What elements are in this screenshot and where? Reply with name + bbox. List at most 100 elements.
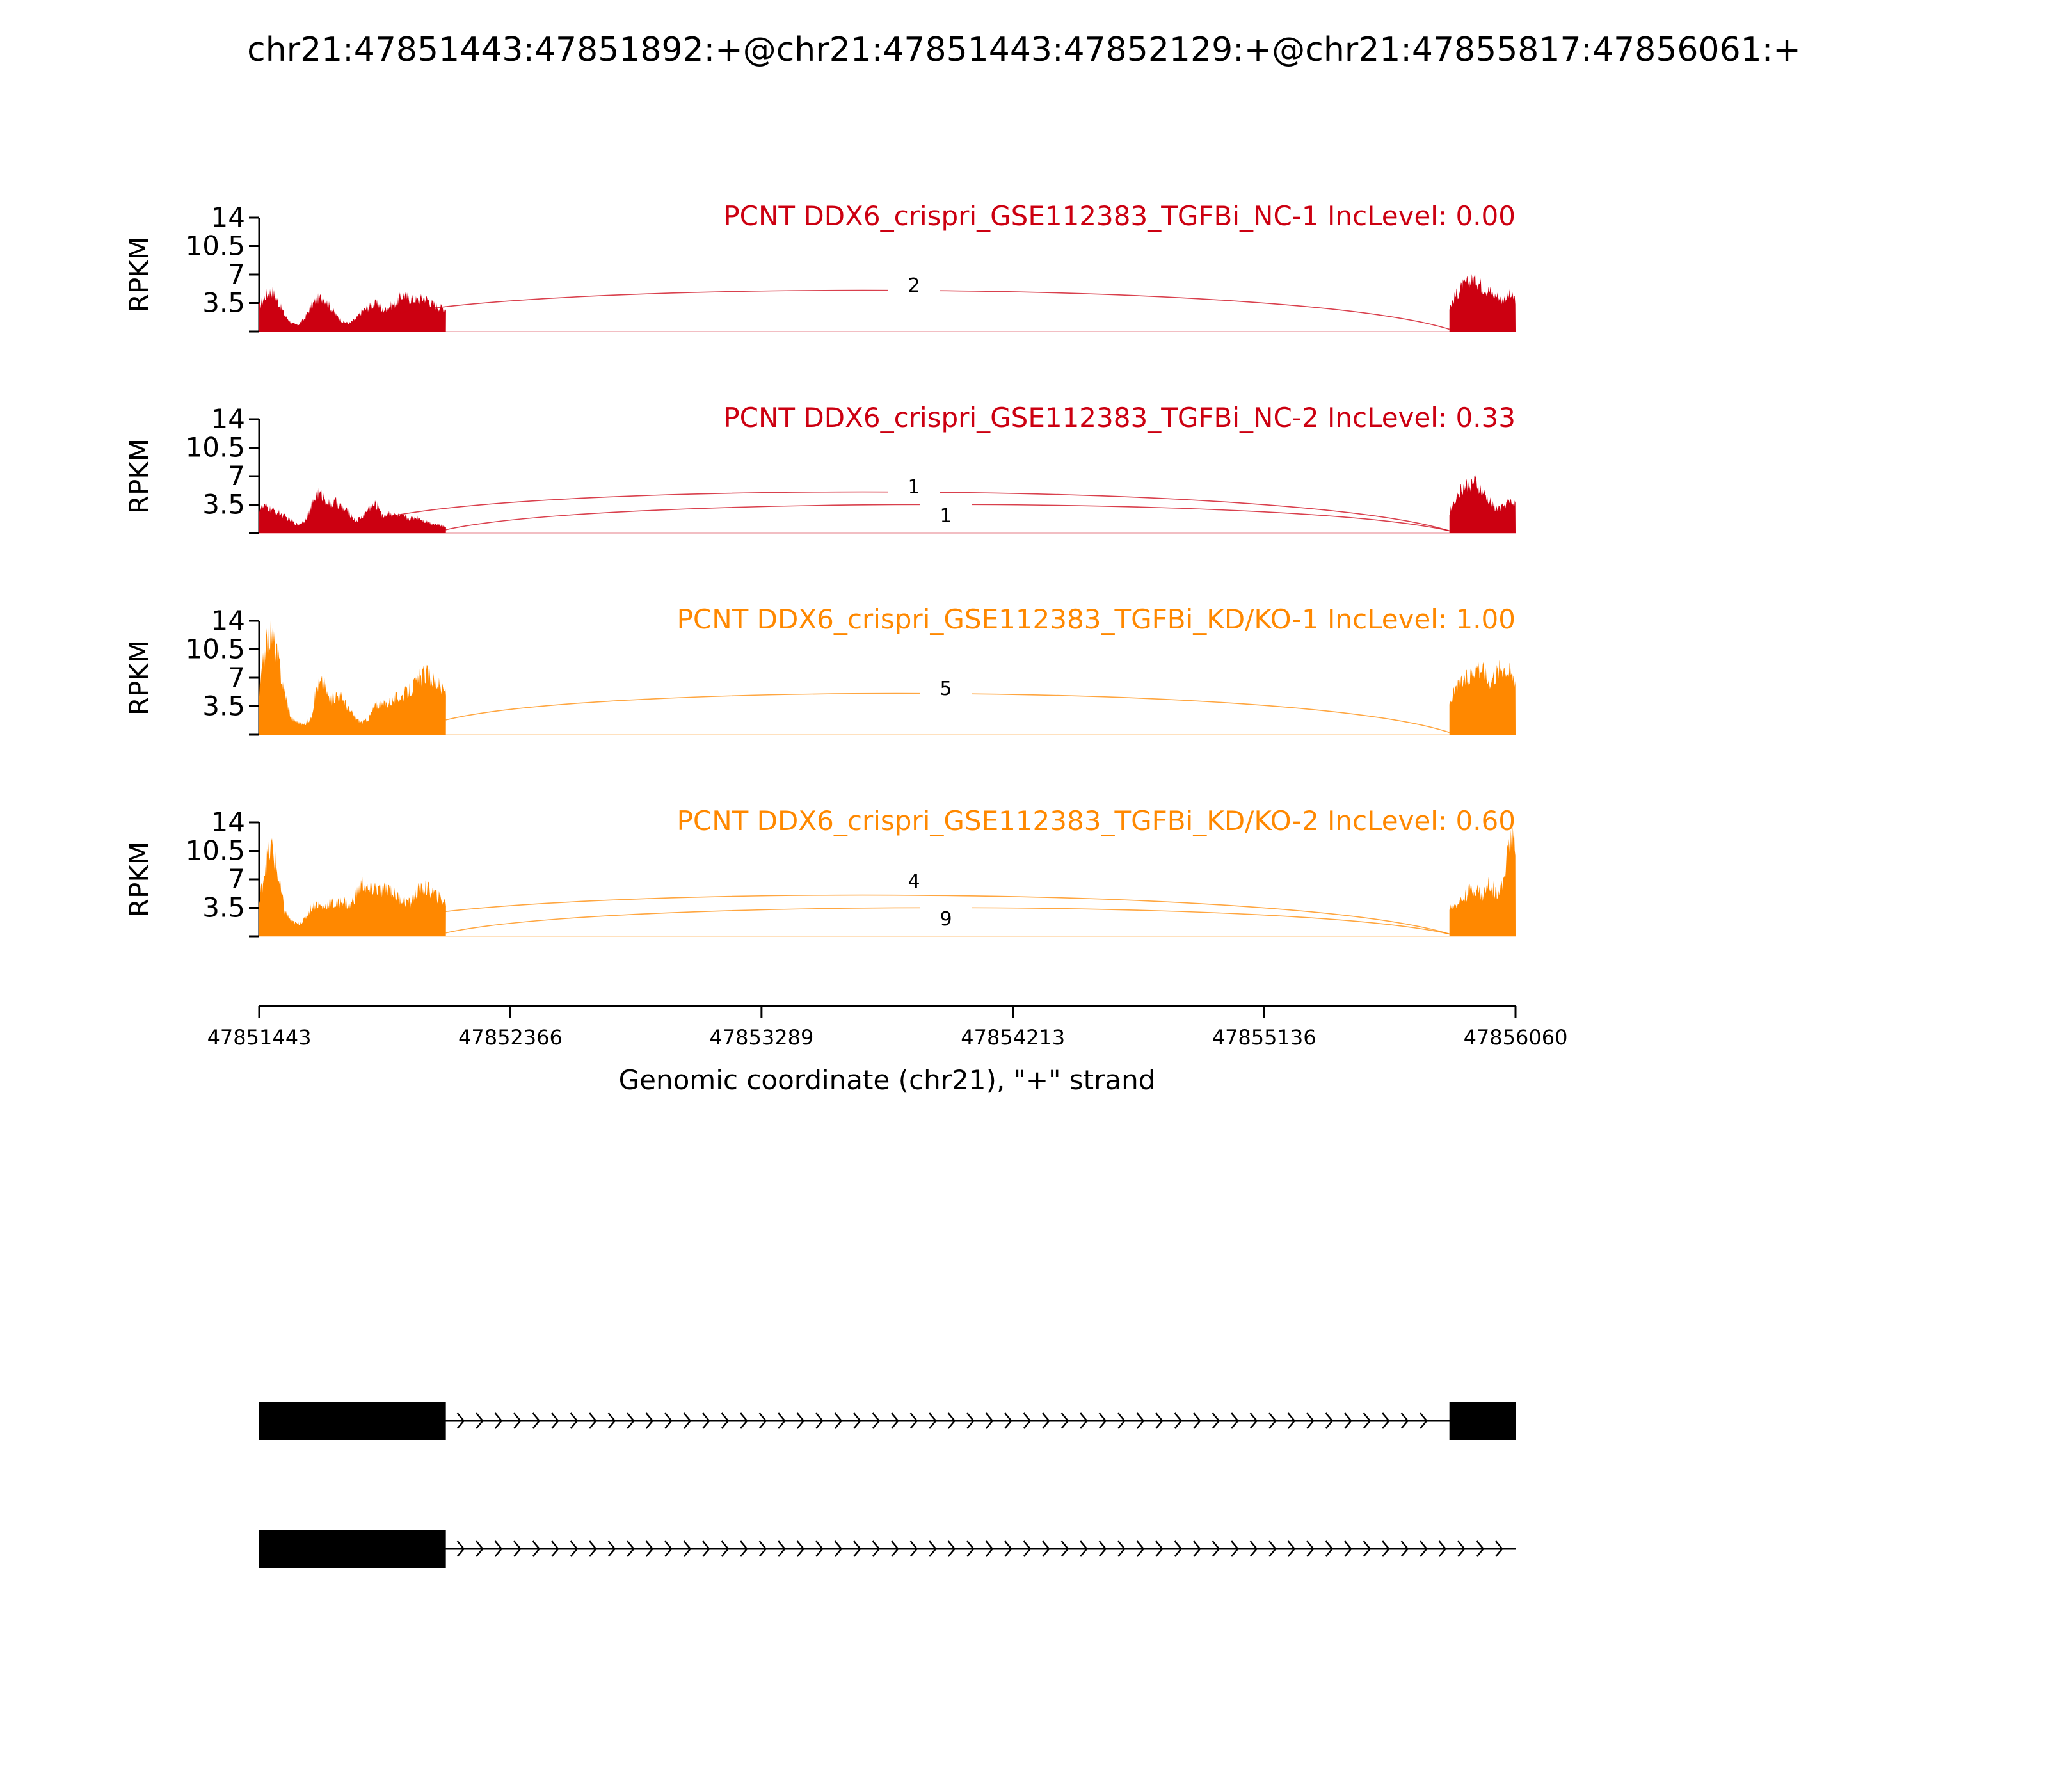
strand-arrow (476, 1412, 484, 1429)
coverage-area-exon-2 (381, 511, 446, 533)
x-tick-label: 47854213 (961, 1025, 1065, 1050)
strand-arrow (627, 1540, 635, 1557)
strand-arrow (532, 1412, 541, 1429)
strand-arrow (1080, 1412, 1088, 1429)
sample-label: PCNT DDX6_crispri_GSE112383_TGFBi_KD/KO-… (677, 805, 1516, 836)
strand-arrow (1117, 1412, 1126, 1429)
sample-label: PCNT DDX6_crispri_GSE112383_TGFBi_NC-2 I… (723, 402, 1516, 433)
coverage-area-exon-2 (381, 292, 446, 332)
strand-arrow (834, 1540, 843, 1557)
strand-arrow (1136, 1540, 1145, 1557)
junction-count-label: 9 (940, 908, 952, 931)
strand-arrow (513, 1412, 522, 1429)
y-axis-label: RPKM (124, 237, 155, 312)
strand-arrow (1098, 1540, 1107, 1557)
strand-arrow (494, 1412, 503, 1429)
coverage-area-exon-3 (1449, 826, 1516, 936)
coverage-area-exon-3 (1449, 474, 1516, 533)
strand-arrow (891, 1412, 899, 1429)
strand-arrow (1457, 1540, 1466, 1557)
strand-arrow (551, 1540, 559, 1557)
chart-title: chr21:47851443:47851892:+@chr21:47851443… (247, 31, 1801, 69)
strand-arrow (683, 1540, 692, 1557)
exon-block (381, 1530, 446, 1568)
strand-arrow (570, 1540, 579, 1557)
strand-arrow (853, 1412, 861, 1429)
strand-arrow (1325, 1412, 1334, 1429)
strand-arrow (1325, 1540, 1334, 1557)
y-tick-label: 10.5 (185, 634, 245, 665)
strand-arrow (1212, 1412, 1220, 1429)
strand-arrow (947, 1540, 956, 1557)
strand-arrow (778, 1540, 786, 1557)
strand-arrow (1382, 1412, 1390, 1429)
strand-arrow (1174, 1540, 1183, 1557)
strand-arrow (758, 1540, 767, 1557)
strand-arrow (872, 1540, 881, 1557)
coverage-area-exon-1 (259, 487, 381, 533)
isoform-1 (259, 1402, 1516, 1440)
strand-arrow (570, 1412, 579, 1429)
junction-count-label: 4 (908, 870, 920, 893)
strand-arrow (966, 1412, 975, 1429)
strand-arrow (1193, 1540, 1201, 1557)
strand-arrow (796, 1412, 805, 1429)
strand-arrow (589, 1540, 597, 1557)
strand-arrow (1004, 1540, 1012, 1557)
strand-arrow (758, 1412, 767, 1429)
y-tick-label: 7 (228, 662, 245, 693)
strand-arrow (985, 1412, 994, 1429)
strand-arrow (1268, 1540, 1277, 1557)
exon-block (381, 1402, 446, 1440)
strand-arrow (1098, 1412, 1107, 1429)
x-axis: 47851443 47852366 47853289 47854213 47855136… (207, 1005, 1568, 1050)
coverage-area-exon-2 (381, 664, 446, 735)
strand-arrow (929, 1540, 937, 1557)
strand-arrow (532, 1540, 541, 1557)
strand-arrow (1193, 1412, 1201, 1429)
strand-arrow (1287, 1540, 1296, 1557)
strand-arrow (872, 1412, 881, 1429)
strand-arrow (607, 1412, 616, 1429)
strand-arrow (1344, 1412, 1352, 1429)
y-tick-label: 3.5 (202, 489, 245, 520)
strand-arrow (1382, 1540, 1390, 1557)
coverage-area-exon-1 (259, 286, 381, 332)
strand-arrow (1231, 1540, 1239, 1557)
strand-arrow (796, 1540, 805, 1557)
strand-arrow (778, 1412, 786, 1429)
strand-arrow (740, 1412, 748, 1429)
strand-arrow (1363, 1540, 1372, 1557)
strand-arrow (929, 1412, 937, 1429)
strand-arrow (1212, 1540, 1220, 1557)
strand-arrow (476, 1540, 484, 1557)
strand-arrow (1117, 1540, 1126, 1557)
strand-arrow (1023, 1412, 1032, 1429)
junction-label-bg (888, 271, 940, 298)
strand-arrow (456, 1540, 465, 1557)
strand-arrow (1287, 1412, 1296, 1429)
isoform-models (259, 1402, 1516, 1568)
x-tick-label: 47851443 (207, 1025, 312, 1050)
y-tick-label: 7 (228, 460, 245, 492)
strand-arrow (513, 1540, 522, 1557)
strand-arrow (1420, 1412, 1428, 1429)
junction-label-bg (920, 905, 972, 931)
strand-arrow (1363, 1412, 1372, 1429)
strand-arrow (1344, 1540, 1352, 1557)
strand-arrow (1249, 1412, 1258, 1429)
x-tick-label: 47856060 (1464, 1025, 1568, 1050)
coverage-area-exon-3 (1449, 270, 1516, 332)
junction-count-label: 5 (940, 678, 952, 700)
strand-arrow (589, 1412, 597, 1429)
x-tick-label: 47852366 (458, 1025, 563, 1050)
strand-arrow (664, 1540, 673, 1557)
junction-label-bg (920, 675, 972, 701)
strand-arrow (891, 1540, 899, 1557)
junction-label-bg (920, 502, 972, 528)
sample-label: PCNT DDX6_crispri_GSE112383_TGFBi_NC-1 I… (723, 200, 1516, 232)
